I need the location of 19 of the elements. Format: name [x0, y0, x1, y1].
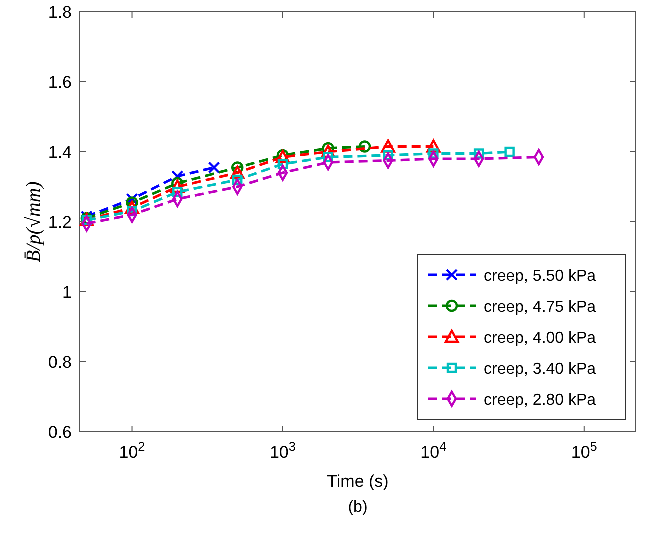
legend-label: creep, 4.75 kPa — [484, 299, 596, 316]
legend-label: creep, 2.80 kPa — [484, 392, 596, 409]
legend-label: creep, 3.40 kPa — [484, 361, 596, 378]
y-tick-label: 0.6 — [48, 423, 72, 442]
y-tick-label: 1.8 — [48, 3, 72, 22]
y-tick-label: 1 — [62, 283, 72, 302]
text: (b) — [348, 499, 368, 516]
x-axis-title: Time (s) — [327, 472, 389, 491]
y-tick-label: 0.8 — [48, 353, 72, 372]
legend-label: creep, 4.00 kPa — [484, 330, 596, 347]
y-tick-label: 1.2 — [48, 213, 72, 232]
legend-label: creep, 5.50 kPa — [484, 268, 596, 285]
y-tick-label: 1.4 — [48, 143, 72, 162]
x-tick-label: 10$^{3}$ — [270, 438, 296, 462]
y-tick-label: 1.6 — [48, 73, 72, 92]
x-tick-label: 10$^{4}$ — [420, 438, 447, 462]
x-tick-label: 10$^{2}$ — [119, 438, 146, 462]
x-tick-label: 10$^{5}$ — [571, 438, 598, 462]
y-axis-title: B̄/p(√mm) — [23, 181, 45, 262]
